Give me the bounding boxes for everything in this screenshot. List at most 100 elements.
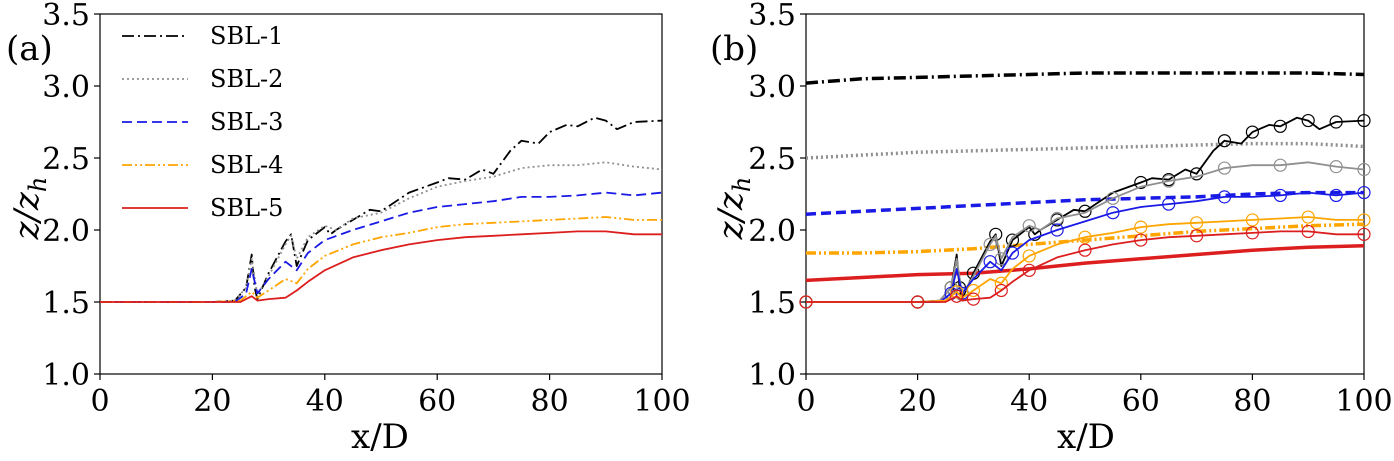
series-line-sbl-5 (806, 230, 1364, 303)
x-axis-label: x/D (351, 417, 409, 457)
data-point (950, 285, 964, 299)
data-point (1022, 263, 1036, 277)
data-point (1005, 246, 1020, 260)
panel-label: (b) (710, 29, 758, 69)
data-point (1022, 219, 1036, 233)
data-point (1162, 174, 1176, 188)
series-line-sbl-4 (806, 222, 1365, 255)
data-point (1357, 162, 1371, 177)
data-point (1329, 160, 1343, 174)
y-tick-label: 2.5 (748, 142, 796, 177)
series-line-sbl-1 (805, 71, 1365, 85)
series-line-sbl-3 (805, 190, 1364, 216)
data-point (1078, 230, 1092, 244)
data-point (1162, 197, 1176, 211)
legend-label: SBL-3 (210, 108, 283, 136)
x-tick-label: 40 (306, 384, 344, 419)
series-line-sbl-5 (805, 244, 1365, 283)
y-tick-label: 1.5 (748, 286, 796, 321)
data-point (1134, 175, 1148, 190)
legend-label: SBL-2 (210, 65, 283, 93)
data-point (989, 227, 1003, 241)
data-point (799, 295, 813, 309)
x-tick-label: 20 (193, 384, 231, 419)
data-point (1005, 233, 1020, 247)
x-tick-label: 40 (1010, 384, 1048, 419)
data-point (1273, 188, 1287, 203)
y-tick-label: 3.5 (42, 0, 90, 33)
series-line-sbl-2 (805, 141, 1365, 160)
x-tick-label: 100 (633, 384, 690, 419)
data-point (950, 289, 964, 303)
data-point (1050, 223, 1064, 237)
panel-label: (a) (6, 29, 53, 69)
x-tick-label: 0 (796, 384, 815, 419)
data-point (1189, 229, 1204, 243)
data-point (1078, 204, 1092, 218)
panel-a: 0 20 40 60 80 100 1.0 1.5 2.0 2.5 3.0 3.5(a) x/D z/zh… (6, 0, 691, 457)
y-tick-label: 1.5 (42, 286, 90, 321)
data-point (983, 237, 997, 251)
panel-b: 0 20 40 60 80 100 1.0 1.5 2.0 2.5 3.0 3.5(b) x/D z/zh (710, 0, 1393, 457)
plot-frame (99, 13, 663, 375)
x-axis-label: x/D (1057, 417, 1115, 457)
series-line-sbl-2 (100, 161, 663, 303)
data-point (1217, 134, 1232, 148)
data-point (1273, 119, 1287, 133)
x-tick-label: 20 (899, 384, 937, 419)
data-point (1301, 224, 1315, 239)
data-point (1078, 243, 1092, 257)
legend-label: SBL-4 (210, 151, 283, 179)
data-point (1217, 161, 1232, 175)
data-point (910, 295, 925, 309)
x-tick-label: 80 (531, 384, 569, 419)
data-point (1301, 210, 1315, 224)
x-tick-label: 0 (90, 384, 109, 419)
data-point (1245, 213, 1260, 227)
data-point (994, 283, 1008, 298)
series-line-sbl-3 (100, 191, 663, 303)
series-line-sbl-5 (100, 230, 662, 303)
series-line-sbl-1 (100, 116, 663, 303)
data-point (1329, 115, 1343, 129)
y-tick-label: 2.5 (42, 142, 90, 177)
legend-label: SBL-5 (210, 194, 283, 222)
y-tick-label: 2.0 (748, 214, 796, 249)
data-point (1245, 125, 1260, 139)
y-tick-label: 3.0 (748, 70, 796, 105)
data-point (1273, 158, 1287, 172)
series-line-sbl-4 (806, 216, 1364, 303)
series-line-sbl-4 (100, 216, 662, 303)
data-point (1357, 213, 1371, 227)
y-axis-label: z/zh (711, 177, 756, 241)
data-point (1106, 206, 1120, 220)
x-tick-label: 60 (1122, 384, 1160, 419)
data-point (1357, 227, 1371, 241)
y-tick-label: 3.0 (42, 70, 90, 105)
series-line-sbl-3 (806, 191, 1365, 303)
y-tick-label: 1.0 (42, 358, 90, 393)
data-point (994, 276, 1008, 290)
data-point (1217, 190, 1232, 204)
data-point (1189, 167, 1204, 181)
y-tick-label: 1.0 (748, 358, 796, 393)
data-point (983, 255, 997, 269)
x-tick-label: 100 (1335, 384, 1392, 419)
data-point (1357, 185, 1371, 200)
data-point (1189, 216, 1204, 230)
data-point (1301, 113, 1315, 128)
x-tick-label: 60 (418, 384, 456, 419)
y-tick-label: 3.5 (748, 0, 796, 33)
data-point (966, 283, 981, 298)
x-tick-label: 80 (1233, 384, 1271, 419)
y-tick-label: 2.0 (42, 214, 90, 249)
data-point (1329, 188, 1343, 203)
data-point (1022, 249, 1036, 263)
data-point (1134, 220, 1148, 234)
data-point (1245, 226, 1260, 240)
y-axis-label: z/zh (7, 177, 52, 241)
legend-label: SBL-1 (210, 22, 283, 50)
data-point (1357, 113, 1371, 128)
data-point (1106, 191, 1120, 205)
